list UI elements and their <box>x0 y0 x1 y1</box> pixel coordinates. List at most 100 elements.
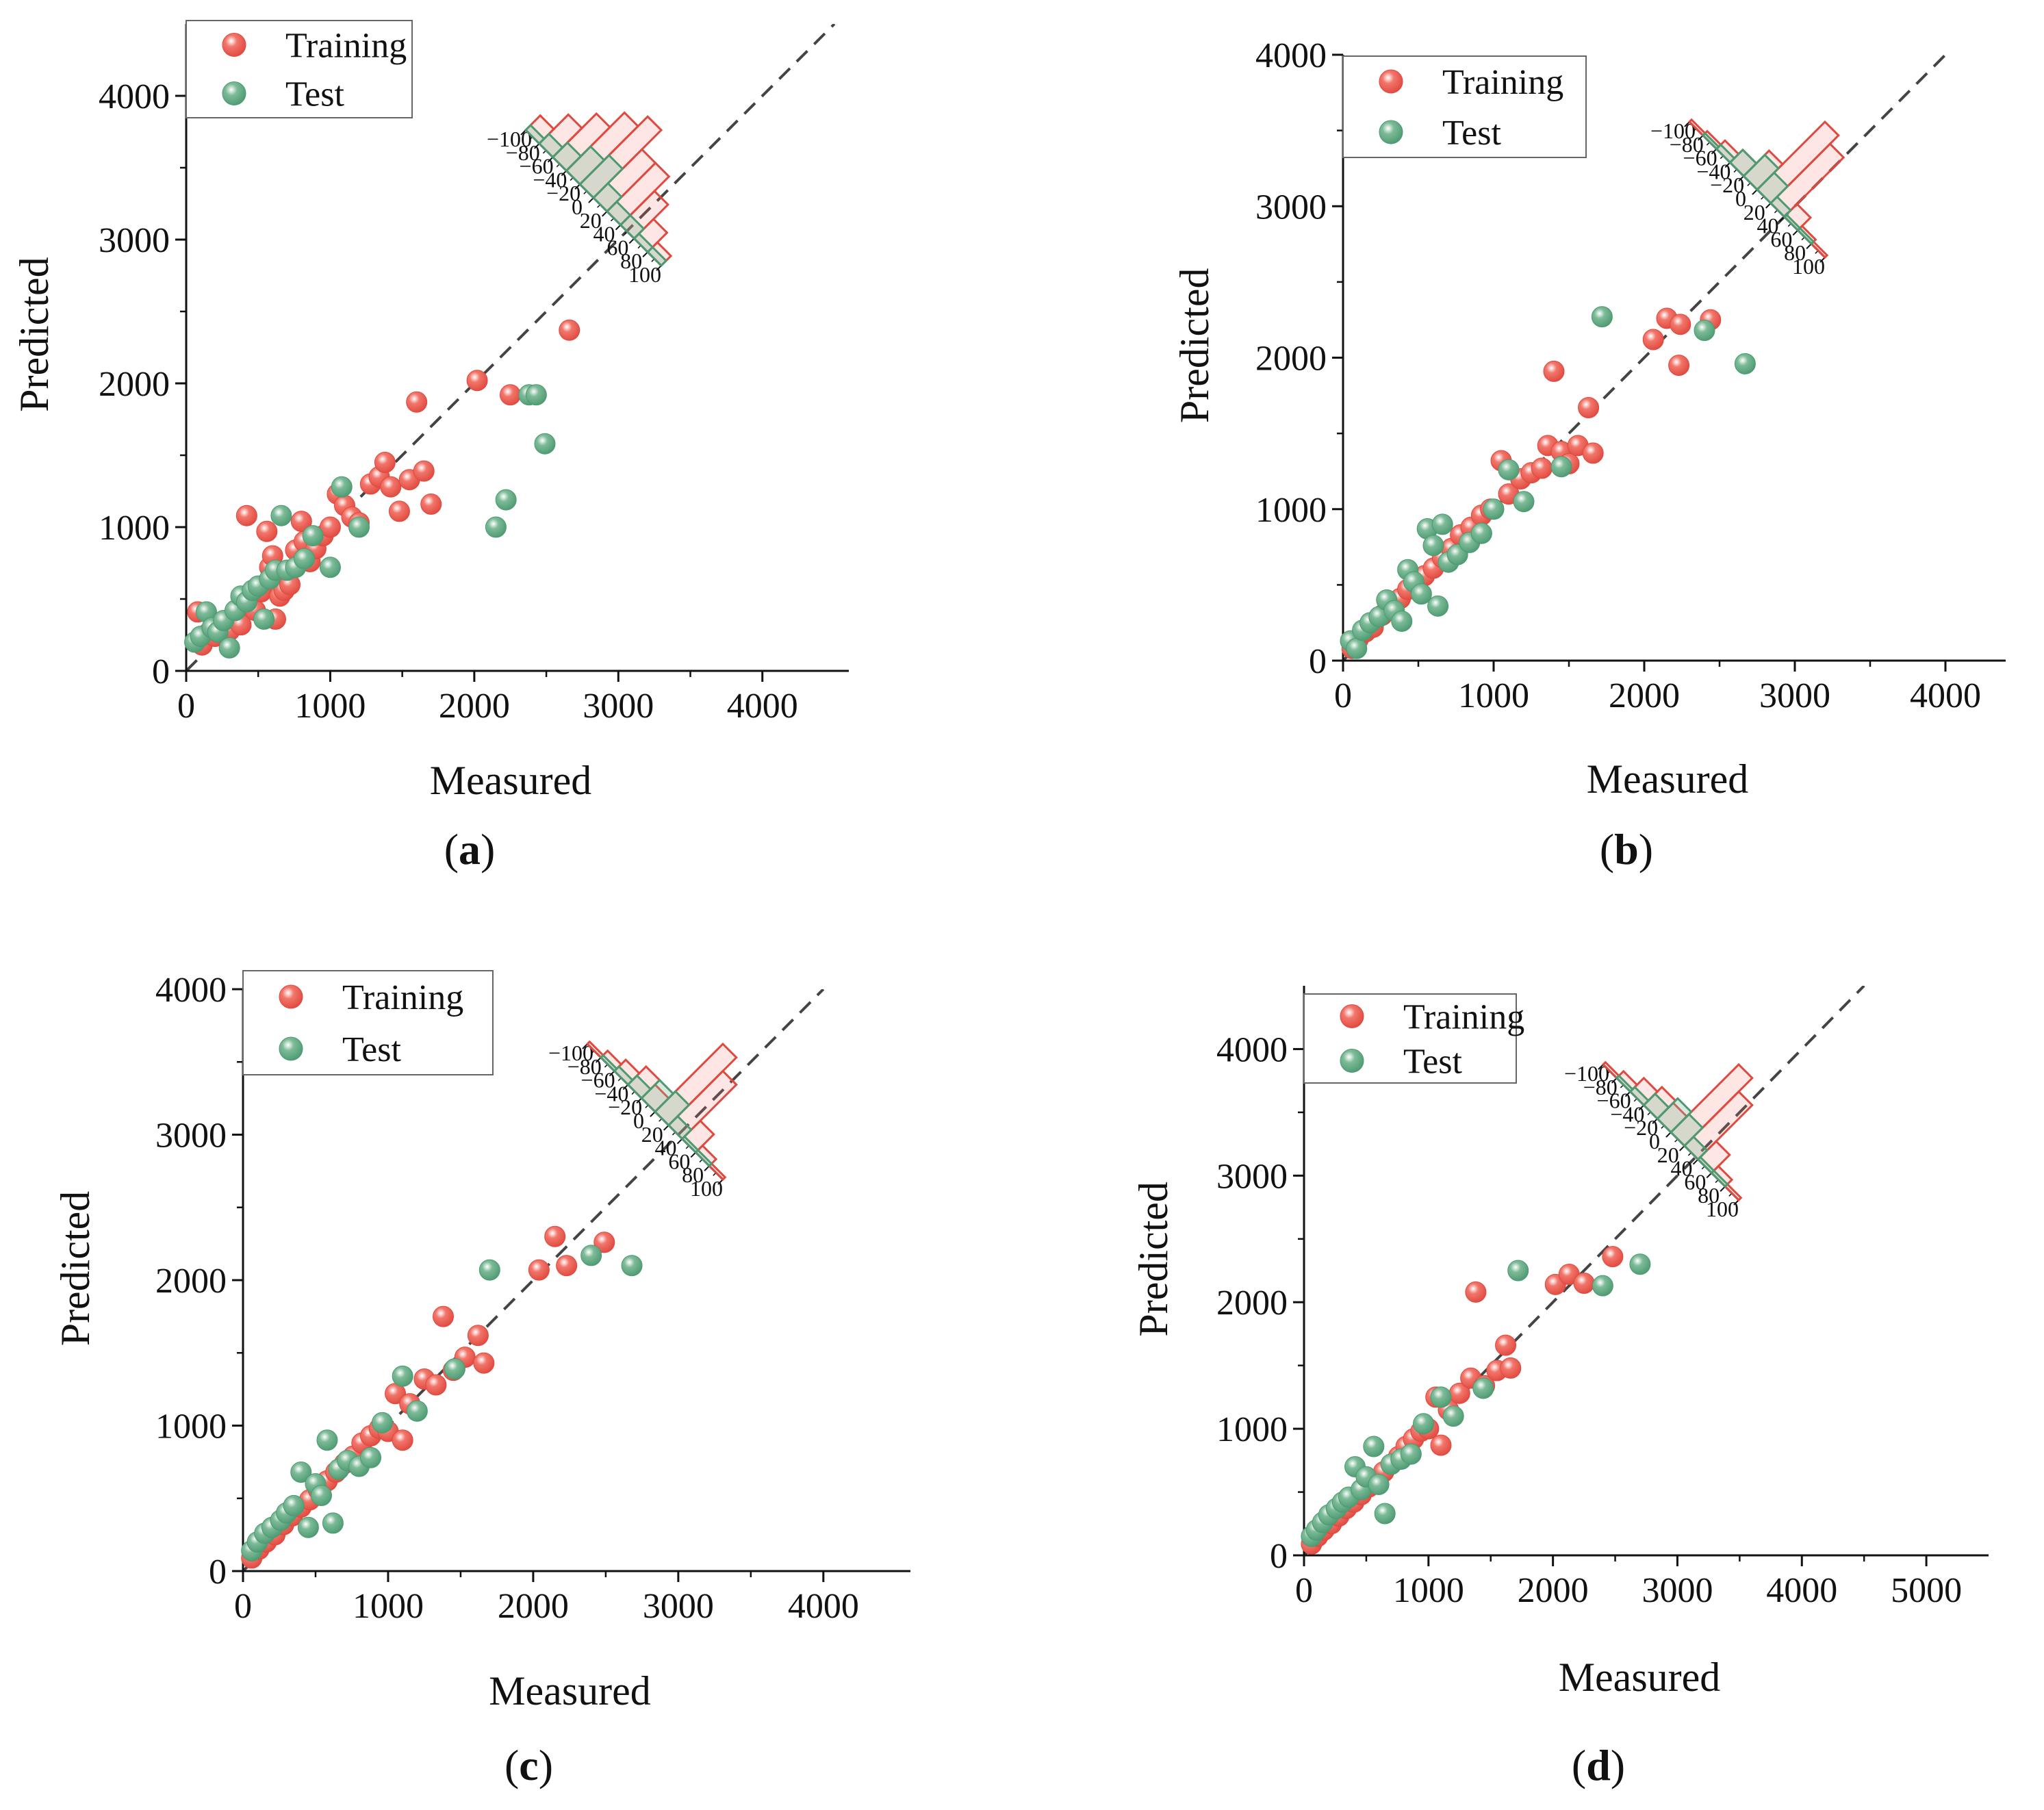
series-test <box>1340 306 1756 659</box>
histogram-tick <box>574 183 580 190</box>
legend-marker-training <box>1340 1004 1364 1028</box>
y-tick-label: 1000 <box>1255 491 1327 530</box>
histogram-tick-label: 60 <box>606 235 628 259</box>
histogram-tick-label: 100 <box>1792 254 1825 279</box>
data-point-test <box>1498 459 1520 481</box>
histogram-tick-label: 60 <box>668 1149 690 1173</box>
data-point-test <box>621 1255 643 1277</box>
legend-marker-training <box>1379 69 1403 94</box>
x-tick-label: 0 <box>1295 1571 1313 1610</box>
legend: Training Test <box>242 970 494 1075</box>
histogram-tick <box>1665 1132 1672 1138</box>
x-tick-label: 4000 <box>727 687 798 726</box>
data-point-test <box>525 384 547 406</box>
x-axis-title: Measured <box>489 1668 651 1713</box>
x-axis-title: Measured <box>430 758 592 803</box>
histogram-tick <box>1806 243 1812 249</box>
panel-label-paren: ( <box>504 1741 519 1789</box>
data-point-training <box>319 516 341 538</box>
histogram-tick <box>642 251 648 257</box>
data-point-test <box>1470 522 1492 544</box>
data-point-test <box>478 1259 500 1281</box>
x-tick-label: 2000 <box>498 1587 569 1626</box>
histogram-tick <box>676 1138 683 1145</box>
data-point-test <box>1422 535 1444 557</box>
y-tick-label: 3000 <box>1216 1157 1288 1196</box>
data-point-training <box>499 384 521 406</box>
panel-label-paren: ) <box>539 1741 553 1789</box>
data-point-training <box>392 1429 413 1451</box>
histogram-tick-label: 40 <box>655 1136 677 1160</box>
legend: Training Test <box>186 20 413 118</box>
data-point-test <box>360 1446 382 1468</box>
data-point-training <box>1670 314 1691 335</box>
histogram-tick <box>602 211 608 217</box>
histogram-bar-test <box>694 1148 713 1168</box>
histogram-tick-label: −40 <box>533 167 567 192</box>
histogram-tick <box>588 197 594 203</box>
x-tick-label: 3000 <box>1641 1571 1713 1610</box>
y-tick-label: 1000 <box>99 509 170 548</box>
data-point-training <box>593 1232 615 1253</box>
histogram-tick-label: 100 <box>628 262 661 287</box>
histogram-tick <box>1624 1091 1631 1097</box>
legend-marker-test <box>222 81 246 105</box>
y-tick-label: 4000 <box>1255 36 1327 75</box>
histogram-tick-label: −100 <box>548 1041 593 1065</box>
histogram-tick-label: 40 <box>593 222 615 246</box>
data-point-training <box>1573 1272 1595 1294</box>
panel-label-letter: c <box>519 1741 538 1789</box>
histogram-tick <box>561 170 567 177</box>
histogram-tick <box>1724 162 1731 168</box>
data-point-test <box>580 1245 602 1266</box>
histogram-tick <box>534 143 540 149</box>
histogram-tick-label: 0 <box>633 1108 644 1133</box>
data-point-training <box>374 452 396 473</box>
histogram-tick-label: 60 <box>1684 1169 1706 1194</box>
data-point-test <box>1391 610 1413 632</box>
data-point-test <box>1368 1473 1390 1495</box>
histogram-tick-label: −100 <box>1564 1061 1609 1086</box>
histogram-tick <box>1778 216 1785 222</box>
y-axis-title: Predicted <box>53 1191 98 1347</box>
panel-a: 0 1000 2000 3000 400001000200030004000Measur… <box>12 20 849 874</box>
histogram-tick-label: 20 <box>1657 1143 1679 1167</box>
panel-label: (c) <box>504 1741 553 1789</box>
histogram-bar-test <box>1710 1169 1729 1188</box>
legend-label-test: Test <box>342 1030 401 1069</box>
histogram-tick-label: −20 <box>608 1095 642 1119</box>
data-point-test <box>294 548 316 570</box>
data-point-test <box>1472 1377 1494 1399</box>
histogram-tick <box>1765 203 1772 209</box>
panel-d: 0 1000 2000 3000 4000 500001000200030004000Me… <box>1131 986 1989 1789</box>
data-point-test <box>270 505 292 526</box>
histogram-bar-test <box>1755 171 1789 205</box>
data-point-test <box>534 433 556 455</box>
data-point-training <box>1642 329 1664 350</box>
histogram-tick <box>1652 1118 1658 1124</box>
y-tick-label: 0 <box>1270 1537 1288 1576</box>
data-point-training <box>1602 1246 1624 1268</box>
data-point-test <box>302 525 324 547</box>
y-tick-label: 4000 <box>99 77 170 116</box>
panel-c: 0 1000 2000 3000 400001000200030004000Measur… <box>53 970 910 1789</box>
histogram-tick-label: 40 <box>1671 1156 1693 1181</box>
histogram-tick <box>622 1084 629 1091</box>
histogram-tick-label: 80 <box>1698 1183 1720 1208</box>
histogram-tick <box>582 1043 588 1049</box>
histogram-tick <box>704 1165 710 1171</box>
data-point-training <box>420 493 442 515</box>
histogram-tick-label: −40 <box>1610 1101 1644 1126</box>
legend-box <box>186 20 413 118</box>
panel-label: (a) <box>444 825 496 874</box>
y-tick-label: 4000 <box>155 971 227 1010</box>
panel-label-paren: ) <box>1639 825 1653 874</box>
data-point-training <box>425 1374 447 1396</box>
data-point-test <box>1483 498 1505 520</box>
y-tick-label: 1000 <box>1216 1410 1288 1449</box>
x-tick-label: 0 <box>177 687 195 726</box>
data-point-training <box>256 520 278 542</box>
histogram-tick-label: −80 <box>567 1054 602 1079</box>
data-point-training <box>1543 360 1565 382</box>
